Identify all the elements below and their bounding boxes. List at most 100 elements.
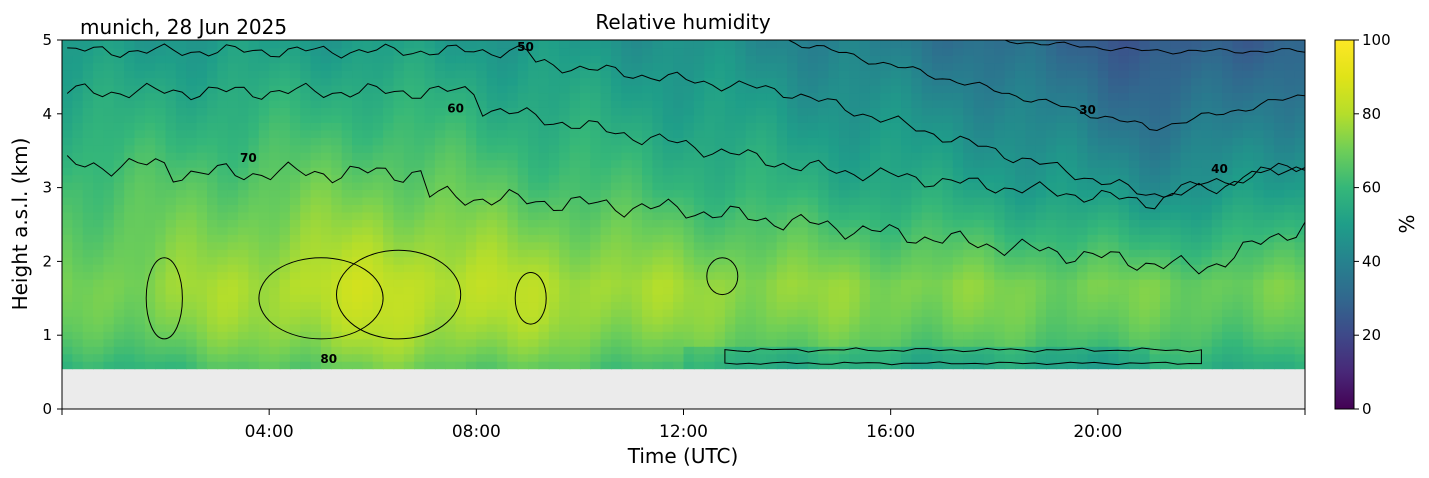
humidity-cell (1128, 241, 1141, 250)
humidity-cell (704, 308, 716, 317)
humidity-cell (693, 211, 706, 220)
humidity-cell (818, 114, 830, 123)
humidity-cell (797, 248, 809, 258)
humidity-cell (175, 360, 188, 370)
humidity-cell (341, 256, 353, 265)
humidity-cell (1066, 360, 1078, 370)
humidity-cell (869, 77, 882, 86)
humidity-cell (849, 271, 861, 280)
humidity-cell (1077, 331, 1089, 340)
humidity-cell (455, 99, 467, 108)
humidity-cell (434, 353, 447, 362)
humidity-cell (238, 234, 250, 243)
humidity-cell (1108, 137, 1120, 146)
humidity-cell (745, 301, 757, 310)
humidity-cell (952, 114, 964, 123)
humidity-cell (269, 308, 281, 317)
humidity-cell (1211, 196, 1223, 205)
humidity-cell (1004, 84, 1016, 94)
humidity-cell (942, 114, 954, 123)
humidity-cell (497, 271, 509, 280)
humidity-cell (642, 323, 654, 332)
humidity-cell (994, 107, 1006, 116)
humidity-cell (403, 40, 415, 49)
humidity-cell (559, 77, 571, 86)
humidity-cell (341, 122, 353, 131)
humidity-cell (362, 226, 374, 235)
humidity-cell (393, 166, 405, 176)
humidity-cell (828, 263, 840, 273)
humidity-cell (693, 271, 706, 280)
humidity-cell (1014, 241, 1027, 250)
humidity-cell (1035, 241, 1047, 250)
humidity-cell (144, 181, 157, 191)
humidity-cell (1170, 234, 1182, 243)
humidity-cell (714, 40, 726, 49)
humidity-cell (569, 69, 581, 79)
humidity-cell (165, 107, 177, 116)
humidity-cell (569, 99, 581, 108)
humidity-cell (538, 114, 550, 123)
humidity-cell (704, 129, 716, 138)
humidity-cell (1025, 196, 1037, 205)
humidity-cell (631, 308, 643, 317)
humidity-cell (1201, 293, 1213, 303)
humidity-cell (238, 331, 250, 340)
humidity-cell (362, 278, 374, 288)
humidity-cell (1232, 226, 1244, 235)
humidity-cell (880, 189, 892, 198)
humidity-cell (1128, 196, 1141, 205)
humidity-cell (507, 278, 519, 288)
humidity-cell (1159, 360, 1172, 370)
humidity-cell (683, 286, 695, 295)
humidity-cell (1211, 219, 1223, 228)
humidity-cell (1046, 47, 1058, 56)
humidity-cell (849, 129, 861, 138)
humidity-cell (465, 286, 478, 295)
humidity-cell (134, 360, 146, 370)
humidity-cell (165, 99, 177, 108)
humidity-cell (1025, 77, 1037, 86)
humidity-cell (1128, 211, 1141, 220)
humidity-cell (507, 99, 519, 108)
humidity-cell (683, 316, 695, 325)
humidity-cell (383, 256, 395, 265)
humidity-cell (610, 353, 623, 362)
humidity-cell (600, 40, 612, 49)
humidity-cell (724, 211, 737, 220)
humidity-cell (745, 159, 757, 168)
humidity-cell (766, 107, 778, 116)
humidity-cell (465, 331, 478, 340)
humidity-cell (559, 271, 571, 280)
humidity-cell (942, 159, 954, 168)
humidity-cell (579, 144, 592, 153)
humidity-cell (756, 234, 768, 243)
humidity-cell (735, 166, 747, 176)
humidity-cell (258, 360, 270, 370)
humidity-cell (175, 241, 188, 250)
humidity-cell (1149, 234, 1161, 243)
humidity-cell (1056, 256, 1068, 265)
humidity-cell (1170, 241, 1182, 250)
humidity-cell (1087, 47, 1099, 56)
humidity-cell (766, 122, 778, 131)
humidity-cell (196, 301, 208, 310)
humidity-cell (238, 54, 250, 64)
humidity-cell (704, 69, 716, 79)
humidity-cell (103, 166, 115, 176)
humidity-cell (1191, 144, 1203, 153)
humidity-cell (693, 54, 706, 64)
humidity-cell (82, 278, 94, 288)
humidity-cell (756, 316, 768, 325)
humidity-cell (735, 234, 747, 243)
humidity-cell (828, 159, 840, 168)
humidity-cell (1066, 99, 1078, 108)
humidity-cell (1191, 331, 1203, 340)
humidity-cell (983, 219, 996, 228)
humidity-cell (559, 219, 571, 228)
humidity-cell (175, 234, 188, 243)
humidity-cell (714, 174, 726, 183)
humidity-cell (455, 204, 467, 213)
humidity-cell (113, 234, 125, 243)
humidity-cell (238, 69, 250, 79)
